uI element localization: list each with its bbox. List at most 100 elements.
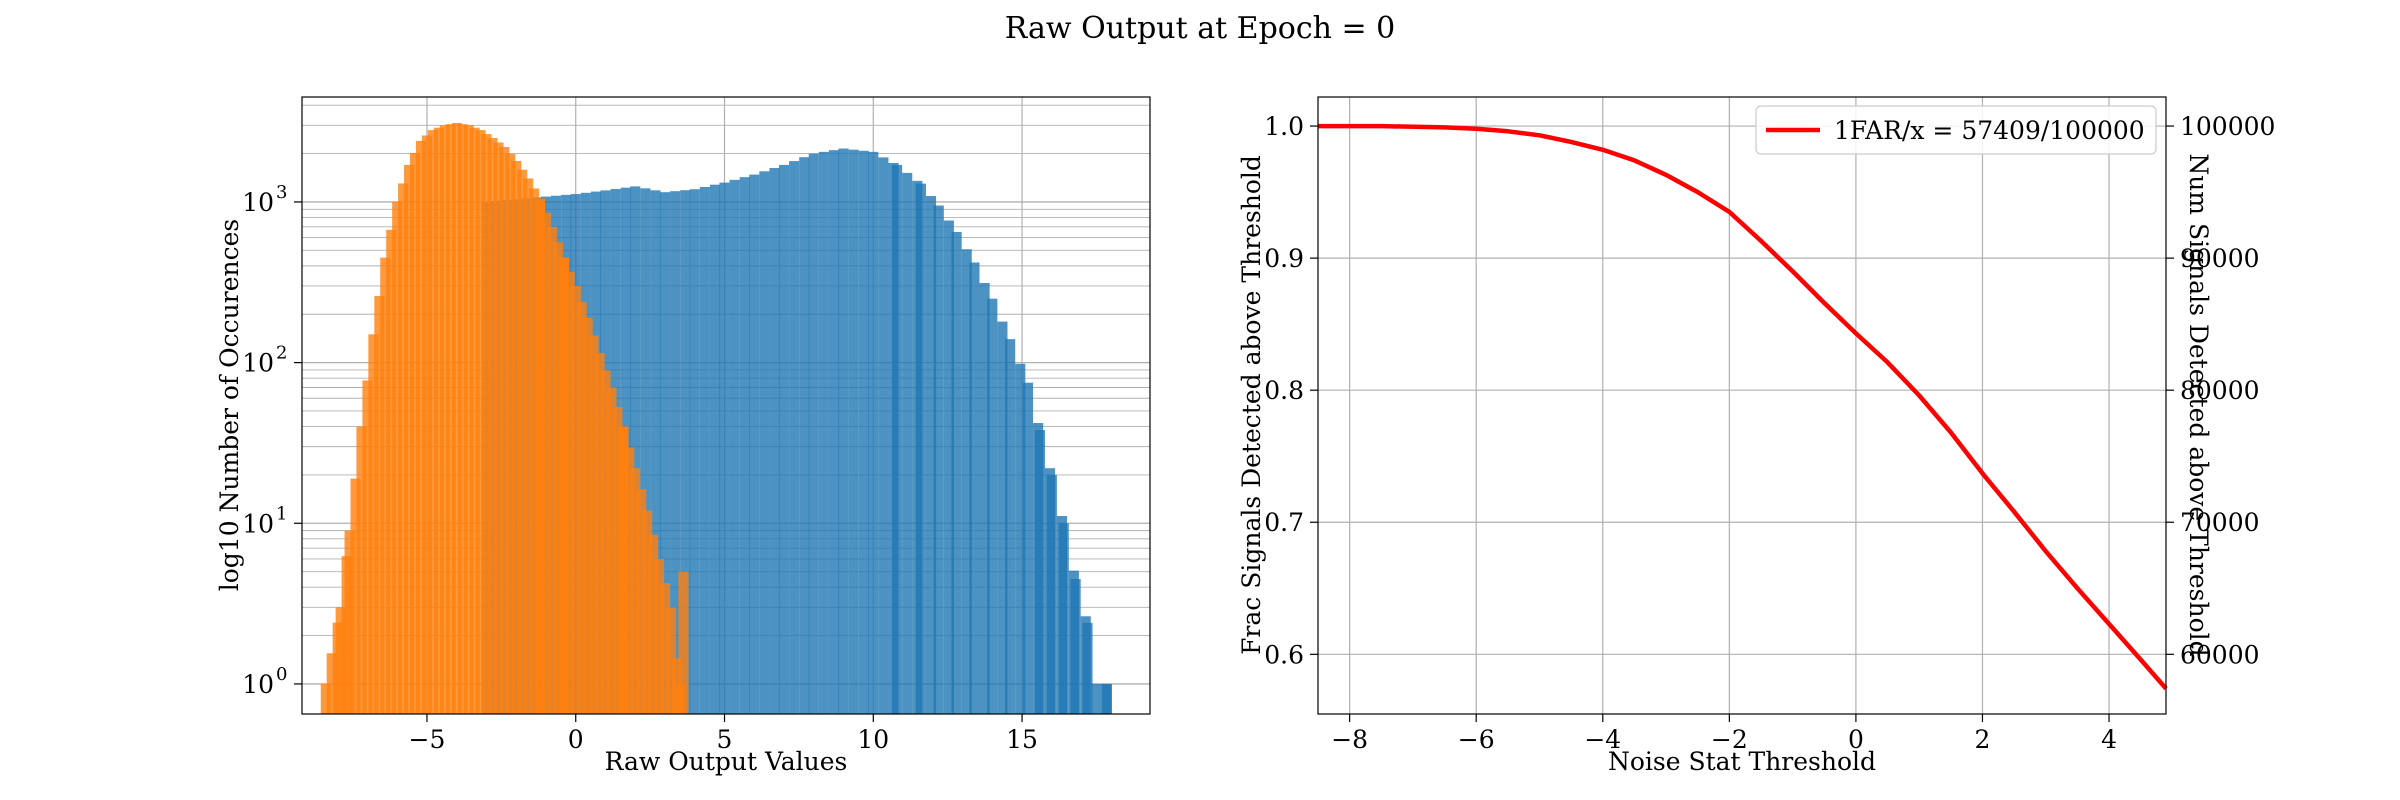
histogram-bar: [1070, 578, 1081, 714]
legend-label: 1FAR/x = 57409/100000: [1834, 116, 2145, 145]
detection-curve-y-axis-label: Frac Signals Detected above Threshold: [1237, 155, 1266, 655]
histogram-bar: [487, 138, 498, 714]
histogram-bar: [640, 188, 651, 715]
histogram-bar: [421, 135, 433, 714]
histogram-x-tick-label: −5: [409, 725, 446, 754]
histogram-y-tick-exponent: 3: [276, 182, 287, 203]
histogram-bar: [933, 205, 944, 714]
histogram-y-tick-label: 10: [242, 509, 274, 538]
detection-curve-axes-frame: [1317, 96, 2167, 715]
histogram-bar: [558, 257, 569, 714]
detection-curve-right-y-ticks: 60000 70000 80000 90000 100000: [2166, 112, 2275, 669]
detection-curve-right-y-tick-label: 90000: [2180, 244, 2260, 273]
histogram-bar: [1091, 683, 1102, 714]
histogram-bar: [699, 186, 710, 715]
histogram-bar: [445, 124, 456, 715]
histogram-bar: [653, 558, 665, 714]
detection-curve-x-tick-label: −4: [1584, 725, 1621, 754]
histogram-y-tick-exponent: 2: [276, 343, 287, 364]
histogram-bar: [892, 164, 903, 715]
histogram-bar: [606, 387, 617, 714]
histogram-bar: [600, 370, 611, 714]
histogram-bar: [925, 196, 937, 714]
histogram-bar: [529, 188, 540, 714]
histogram-bar: [335, 607, 346, 714]
detection-curve-right-y-tick-label: 60000: [2180, 640, 2260, 669]
histogram-bar: [1058, 523, 1069, 714]
detection-curve-right-y-tick-label: 70000: [2180, 508, 2260, 537]
detection-curve-y-ticks: 0.6 0.7 0.8 0.9 1.0: [1264, 112, 1318, 669]
histogram-bar: [481, 134, 492, 714]
histogram-y-tick-exponent: 1: [276, 503, 287, 524]
histogram-bar: [828, 150, 840, 715]
histogram-y-tick-label: 10: [242, 349, 274, 378]
histogram-bar: [570, 285, 581, 714]
histogram-bar: [564, 271, 575, 714]
histogram-bar: [415, 140, 427, 714]
histogram-bar: [759, 171, 770, 714]
histogram-axes-frame: [301, 96, 1151, 715]
histogram-bar: [362, 380, 373, 714]
detection-curve-x-tick-label: 4: [2101, 725, 2117, 754]
histogram-bar: [534, 198, 546, 715]
figure-title: Raw Output at Epoch = 0: [1005, 11, 1396, 46]
histogram-bar: [665, 607, 677, 714]
histogram-bar: [915, 183, 926, 714]
histogram-bar: [344, 530, 355, 714]
histogram-bar: [1082, 622, 1093, 714]
histogram-bar: [511, 160, 522, 714]
histogram-bar: [612, 407, 623, 714]
histogram-bar: [650, 190, 661, 714]
histogram-bar: [517, 169, 528, 714]
histogram-bar: [739, 177, 750, 715]
histogram-bar: [719, 182, 730, 714]
histogram-bar: [594, 352, 605, 714]
histogram-y-tick-exponent: 0: [276, 664, 287, 685]
histogram-bar: [368, 334, 379, 714]
detection-curve-x-tick-label: 0: [1848, 725, 1864, 754]
histogram-bar: [670, 191, 681, 714]
detection-curve-x-tick-label: −6: [1458, 725, 1495, 754]
histogram-bar: [1101, 683, 1112, 714]
histogram-bar: [709, 184, 721, 715]
detection-curve-right-y-tick-label: 80000: [2180, 376, 2260, 405]
histogram-bar: [582, 317, 593, 714]
histogram-bar: [789, 161, 800, 714]
histogram-bar: [878, 157, 889, 715]
histogram-bar: [848, 149, 859, 715]
histogram-bar: [680, 190, 691, 715]
histogram-bar: [398, 183, 409, 715]
histogram-x-ticks: −5 0 5 10 15: [409, 714, 1038, 754]
histogram-bar: [439, 125, 450, 714]
histogram-bar: [463, 125, 474, 714]
histogram-bar: [1022, 382, 1034, 714]
histogram-bar: [457, 124, 468, 715]
histogram-bar: [427, 130, 438, 714]
legend-box: [1755, 105, 2157, 155]
histogram-bar: [380, 257, 391, 714]
detection-curve-x-tick-label: 2: [1975, 725, 1991, 754]
histogram-bar: [729, 179, 740, 714]
histogram-x-tick-label: 15: [1006, 725, 1038, 754]
histogram-bar: [630, 186, 641, 714]
histogram-bar: [778, 164, 790, 715]
histogram-bar: [540, 212, 552, 714]
histogram-bar: [1034, 430, 1045, 714]
histogram-bar: [499, 146, 510, 714]
detection-curve-x-tick-label: −2: [1711, 725, 1748, 754]
histogram-bar: [546, 226, 557, 714]
histogram-bar: [433, 127, 444, 715]
legend: 1FAR/x = 57409/100000: [1755, 105, 2157, 155]
histogram-bar: [576, 301, 587, 714]
detection-curve-x-tick-label: −8: [1331, 725, 1368, 754]
detection-curve-panel: −8 −6 −4 −2 0 2 4 0.6 0.7 0.8 0.9 1.0 60000 70000 80…: [1237, 96, 2275, 776]
histogram-x-axis-label: Raw Output Values: [605, 747, 848, 776]
histogram-x-tick-label: 0: [568, 725, 584, 754]
histogram-bar: [808, 153, 819, 714]
histogram-bar: [475, 130, 486, 714]
histogram-bar: [969, 262, 980, 714]
histogram-bar: [648, 534, 659, 714]
histogram-bar: [630, 468, 641, 714]
detection-curve-y-tick-label: 0.8: [1264, 376, 1304, 405]
